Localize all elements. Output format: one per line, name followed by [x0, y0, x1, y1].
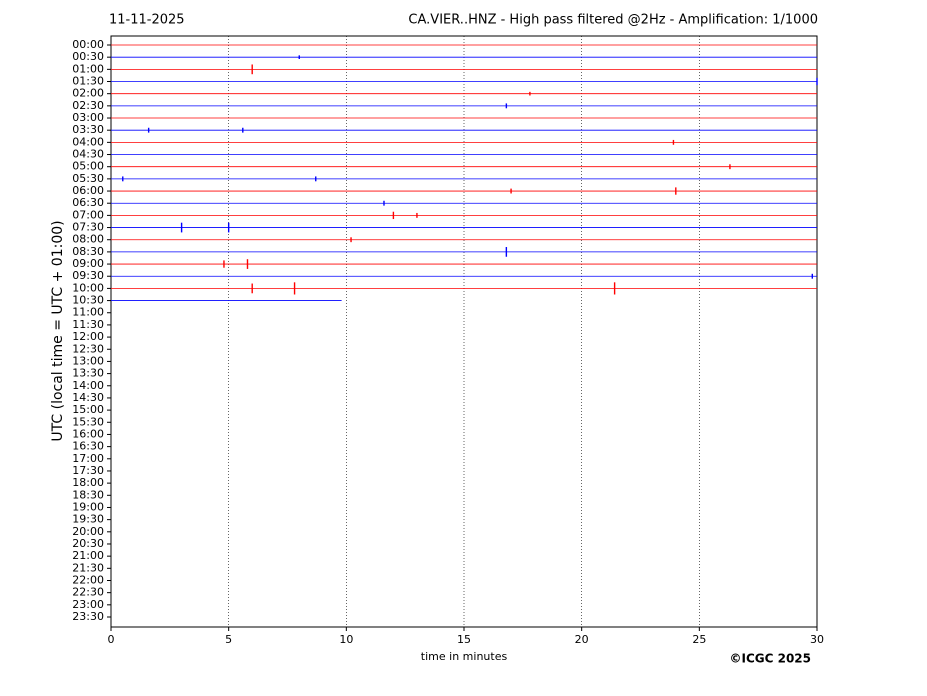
y-tick-label: 06:00	[72, 184, 104, 197]
y-tick-label: 10:00	[72, 281, 104, 294]
x-tick-label: 30	[810, 633, 824, 646]
y-axis-label: UTC (local time = UTC + 01:00)	[50, 220, 66, 441]
y-tick-label: 17:00	[72, 452, 104, 465]
y-tick-label: 00:00	[72, 38, 104, 51]
x-tick-label: 0	[108, 633, 115, 646]
y-tick-label: 22:30	[72, 586, 104, 599]
y-tick-label: 23:00	[72, 598, 104, 611]
y-tick-label: 01:30	[72, 75, 104, 88]
y-tick-label: 12:00	[72, 330, 104, 343]
y-tick-label: 19:00	[72, 500, 104, 513]
y-tick-label: 08:30	[72, 245, 104, 258]
x-axis-label: time in minutes	[421, 650, 508, 663]
y-tick-label: 15:30	[72, 415, 104, 428]
y-tick-label: 08:00	[72, 233, 104, 246]
y-tick-label: 21:30	[72, 561, 104, 574]
y-tick-label: 13:30	[72, 367, 104, 380]
y-tick-label: 23:30	[72, 610, 104, 623]
x-tick-label: 20	[575, 633, 589, 646]
y-tick-label: 20:00	[72, 525, 104, 538]
y-tick-label: 12:30	[72, 342, 104, 355]
y-tick-label: 11:00	[72, 306, 104, 319]
y-tick-label: 03:30	[72, 123, 104, 136]
y-tick-label: 21:00	[72, 549, 104, 562]
credit: ©ICGC 2025	[729, 652, 811, 666]
y-tick-label: 16:00	[72, 427, 104, 440]
x-tick-label: 10	[339, 633, 353, 646]
x-tick-label: 15	[457, 633, 471, 646]
y-tick-label: 18:30	[72, 488, 104, 501]
x-tick-label: 5	[225, 633, 232, 646]
y-tick-label: 07:30	[72, 221, 104, 234]
y-tick-label: 19:30	[72, 513, 104, 526]
y-tick-label: 22:00	[72, 573, 104, 586]
y-tick-label: 10:30	[72, 294, 104, 307]
y-tick-label: 05:00	[72, 160, 104, 173]
y-tick-label: 15:00	[72, 403, 104, 416]
y-tick-label: 17:30	[72, 464, 104, 477]
y-tick-label: 18:00	[72, 476, 104, 489]
y-tick-label: 13:00	[72, 354, 104, 367]
date: 11-11-2025	[109, 13, 185, 28]
y-tick-label: 07:00	[72, 208, 104, 221]
y-tick-label: 06:30	[72, 196, 104, 209]
y-tick-label: 04:00	[72, 135, 104, 148]
y-tick-label: 09:00	[72, 257, 104, 270]
plot-frame	[110, 35, 818, 628]
chart-title: CA.VIER..HNZ - High pass filtered @2Hz -…	[408, 13, 818, 28]
x-tick-label: 25	[692, 633, 706, 646]
y-tick-label: 02:00	[72, 87, 104, 100]
y-tick-label: 00:30	[72, 50, 104, 63]
y-tick-label: 05:30	[72, 172, 104, 185]
y-tick-label: 09:30	[72, 269, 104, 282]
y-tick-label: 02:30	[72, 99, 104, 112]
y-tick-label: 14:00	[72, 379, 104, 392]
y-tick-label: 20:30	[72, 537, 104, 550]
y-tick-label: 01:00	[72, 62, 104, 75]
y-tick-label: 14:30	[72, 391, 104, 404]
y-tick-label: 03:00	[72, 111, 104, 124]
y-tick-label: 11:30	[72, 318, 104, 331]
y-tick-label: 16:30	[72, 440, 104, 453]
y-tick-label: 04:30	[72, 148, 104, 161]
